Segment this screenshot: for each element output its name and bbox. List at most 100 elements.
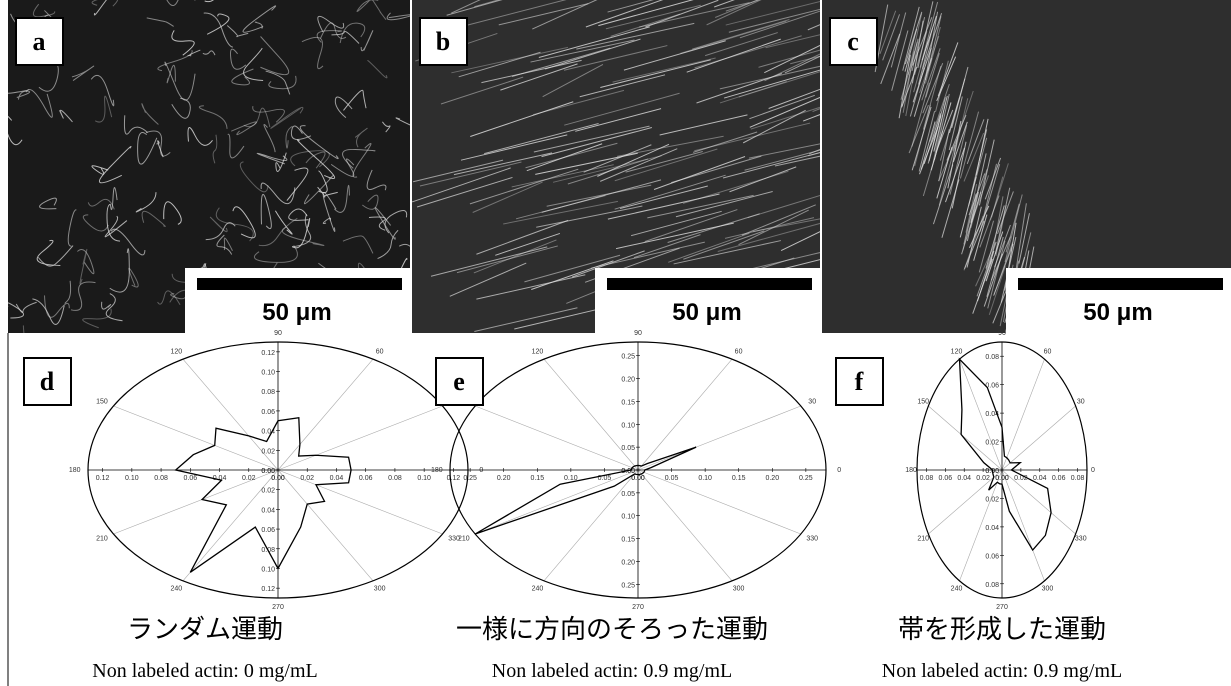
r-tick-label: 0.08 (1071, 475, 1085, 482)
r-tick-label: 0.06 (183, 475, 197, 482)
angle-label: 90 (634, 330, 642, 337)
caption-note: Non labeled actin: 0.9 mg/mL (882, 660, 1123, 682)
r-tick-label: 0.02 (985, 440, 999, 447)
angle-label: 0 (1091, 467, 1095, 474)
r-tick-label: 0.04 (1033, 475, 1047, 482)
r-tick-label: 0.08 (261, 389, 275, 396)
r-tick-label: 0.04 (957, 475, 971, 482)
angle-label: 300 (733, 586, 745, 593)
spoke (638, 406, 801, 470)
r-tick-label: 0.00 (631, 475, 645, 482)
angle-label: 120 (532, 348, 544, 355)
scale-label: 50 μm (262, 299, 331, 326)
spoke (278, 470, 373, 581)
angle-label: 180 (905, 467, 917, 474)
r-tick-label: 0.12 (96, 475, 110, 482)
spoke (1002, 359, 1045, 470)
r-tick-label: 0.20 (621, 559, 635, 566)
angle-label: 270 (996, 604, 1008, 611)
angle-label: 180 (69, 467, 81, 474)
r-tick-label: 0.08 (985, 582, 999, 589)
spoke (278, 406, 443, 470)
r-tick-label: 0.20 (765, 475, 779, 482)
angle-label: 210 (96, 535, 108, 542)
angle-label: 60 (376, 348, 384, 355)
angle-label: 210 (458, 535, 470, 542)
angle-label: 270 (632, 604, 644, 611)
r-tick-label: 0.15 (732, 475, 746, 482)
spoke (638, 359, 732, 470)
panel-label: c (847, 27, 859, 56)
r-tick-label: 0.20 (621, 377, 635, 384)
figure: a50 μmb50 μmc50 μm0306090120150180210240… (0, 0, 1231, 686)
r-tick-label: 0.10 (417, 475, 431, 482)
r-tick-label: 0.02 (985, 496, 999, 503)
filament (1009, 331, 1028, 391)
angle-label: 150 (917, 399, 929, 406)
angle-label: 90 (274, 330, 282, 337)
spoke (278, 359, 373, 470)
r-tick-label: 0.00 (261, 468, 275, 475)
angle-label: 240 (171, 586, 183, 593)
r-tick-label: 0.25 (621, 354, 635, 361)
r-tick-label: 0.08 (388, 475, 402, 482)
r-tick-label: 0.02 (300, 475, 314, 482)
angle-label: 30 (1077, 399, 1085, 406)
r-tick-label: 0.15 (530, 475, 544, 482)
spoke (638, 470, 732, 581)
r-tick-label: 0.25 (621, 582, 635, 589)
r-tick-label: 0.04 (261, 507, 275, 514)
angle-label: 90 (998, 330, 1006, 337)
panel-label: a (33, 27, 46, 56)
polar-chart: 03060901201501802102402703003300.000.000… (24, 330, 483, 611)
r-tick-label: 0.10 (261, 370, 275, 377)
spoke (1002, 406, 1076, 470)
micrograph: c 50 μm (822, 0, 1231, 391)
spoke (1002, 470, 1045, 581)
spoke (475, 406, 638, 470)
angle-label: 180 (431, 467, 443, 474)
r-tick-label: 0.25 (463, 475, 477, 482)
r-tick-label: 0.05 (665, 475, 679, 482)
distribution-line (960, 359, 1052, 550)
r-tick-label: 0.05 (621, 491, 635, 498)
panel-label: f (855, 367, 864, 396)
angle-label: 30 (808, 399, 816, 406)
panel-label: e (453, 367, 465, 396)
caption-note: Non labeled actin: 0.9 mg/mL (492, 660, 733, 682)
spoke (113, 406, 278, 470)
panel-label: b (436, 27, 450, 56)
angle-label: 240 (532, 586, 544, 593)
scale-label: 50 μm (1083, 299, 1152, 326)
r-tick-label: 0.06 (939, 475, 953, 482)
r-tick-label: 0.04 (330, 475, 344, 482)
scale-bar (1018, 278, 1223, 290)
spoke (183, 470, 278, 581)
r-tick-label: 0.15 (621, 537, 635, 544)
angle-label: 210 (917, 535, 929, 542)
caption-title: ランダム運動 (127, 615, 283, 644)
r-tick-label: 0.02 (1014, 475, 1028, 482)
r-tick-label: 0.00 (271, 475, 285, 482)
r-tick-label: 0.02 (976, 475, 990, 482)
r-tick-label: 0.02 (242, 475, 256, 482)
r-tick-label: 0.06 (985, 553, 999, 560)
angle-label: 120 (951, 348, 963, 355)
r-tick-label: 0.06 (261, 527, 275, 534)
scale-bar (197, 278, 402, 290)
r-tick-label: 0.05 (621, 445, 635, 452)
r-tick-label: 0.12 (261, 350, 275, 357)
r-tick-label: 0.08 (985, 354, 999, 361)
r-tick-label: 0.25 (799, 475, 813, 482)
r-tick-label: 0.12 (261, 586, 275, 593)
polar-chart: 03060901201501802102402703003300.000.000… (431, 330, 841, 611)
micrograph: a 50 μm (2, 0, 432, 355)
r-tick-label: 0.06 (1052, 475, 1066, 482)
angle-label: 240 (951, 586, 963, 593)
r-tick-label: 0.15 (621, 399, 635, 406)
caption-title: 一様に方向のそろった運動 (456, 615, 768, 644)
r-tick-label: 0.06 (359, 475, 373, 482)
r-tick-label: 0.10 (698, 475, 712, 482)
angle-label: 300 (1042, 586, 1054, 593)
angle-label: 0 (837, 467, 841, 474)
